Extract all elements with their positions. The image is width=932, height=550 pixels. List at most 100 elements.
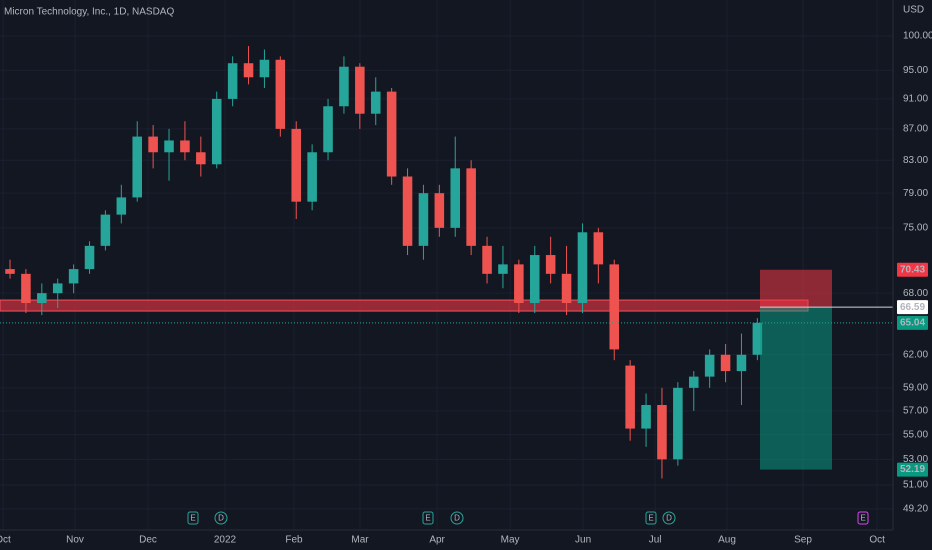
y-tick-label: 83.00	[903, 155, 928, 166]
y-tick-label: 91.00	[903, 94, 928, 105]
event-icon	[857, 511, 869, 525]
candle-body	[386, 91, 397, 177]
grid	[0, 0, 893, 530]
candle-body	[370, 91, 381, 114]
candle-body	[625, 365, 635, 429]
candle-body	[418, 193, 429, 246]
price-tag-label: 70.43	[900, 264, 925, 275]
candle-body	[736, 354, 747, 372]
event-icon	[422, 511, 434, 525]
candle-body	[291, 128, 302, 202]
candle-body	[482, 245, 492, 274]
event-icon	[450, 511, 464, 525]
chart-title: Micron Technology, Inc., 1D, NASDAQ	[4, 7, 174, 18]
candle-body	[37, 293, 47, 304]
price-tag	[897, 462, 928, 477]
event-icon	[187, 511, 199, 525]
candle-body	[5, 269, 15, 274]
candle-body	[259, 59, 270, 78]
event-label: E	[648, 514, 653, 523]
candle-body	[275, 59, 286, 129]
candle-body	[752, 322, 763, 355]
candle-body	[514, 264, 524, 304]
candle-body	[116, 197, 127, 215]
price-tag	[897, 262, 928, 277]
candle-body	[196, 152, 206, 165]
x-tick-label: Feb	[285, 535, 303, 546]
event-label: D	[454, 514, 460, 523]
candle-body	[402, 176, 413, 246]
price-tag	[897, 315, 928, 330]
candle-body	[211, 98, 222, 165]
candle-body	[673, 387, 683, 460]
price-tag	[897, 300, 928, 315]
currency: USD	[903, 5, 924, 16]
y-tick-label: 68.00	[903, 288, 928, 299]
y-tick-label: 79.00	[903, 188, 928, 199]
candle-body	[227, 63, 238, 99]
candle-body	[529, 255, 540, 304]
x-tick-label: Aug	[718, 535, 736, 546]
candle-body	[52, 283, 63, 294]
candle-body	[68, 269, 79, 284]
y-tick-label: 51.00	[903, 480, 928, 491]
candle-body	[323, 106, 333, 153]
candle-body	[577, 232, 588, 304]
zone	[0, 299, 809, 312]
event-icon	[662, 511, 676, 525]
y-tick-label: 100.00	[903, 31, 932, 42]
candle-body	[561, 273, 572, 304]
y-tick-label: 95.00	[903, 65, 928, 76]
x-tick-label: Mar	[351, 535, 369, 546]
event-label: E	[860, 514, 865, 523]
y-tick-label: 87.00	[903, 124, 928, 135]
y-tick-label: 53.00	[903, 454, 928, 465]
x-tick-label: Dec	[139, 535, 157, 546]
candle-body	[720, 354, 731, 372]
y-tick-label: 62.00	[903, 349, 928, 360]
candle-body	[148, 136, 158, 153]
price-tag-label: 65.04	[900, 317, 925, 328]
y-tick-label: 59.00	[903, 382, 928, 393]
y-tick-label: 49.20	[903, 504, 928, 515]
price-tag-label: 52.19	[900, 464, 925, 475]
candle-body	[498, 264, 508, 274]
x-tick-label: May	[501, 535, 520, 546]
stop-zone	[760, 269, 832, 308]
event-label: D	[666, 514, 672, 523]
x-tick-label: Oct	[869, 535, 885, 546]
y-tick-label: 75.00	[903, 222, 928, 233]
x-tick-label: Jun	[575, 535, 591, 546]
y-tick-label: 55.00	[903, 429, 928, 440]
candle-body	[704, 354, 715, 377]
x-tick-label: Nov	[66, 535, 84, 546]
candle-body	[657, 404, 667, 460]
candle-body	[609, 264, 620, 350]
plot	[0, 46, 893, 479]
candle-body	[641, 404, 651, 429]
candle-body	[243, 63, 254, 78]
event-label: D	[218, 514, 224, 523]
candle-body	[84, 245, 95, 270]
candle-body	[466, 168, 476, 246]
candle-body	[434, 193, 445, 228]
target-zone	[760, 307, 832, 470]
axes: 100.00 95.00 91.00 87.00 83.00 79.00 75.00 68.0…	[0, 31, 932, 546]
y-tick-label: 57.00	[903, 405, 928, 416]
x-tick-label: Jul	[649, 535, 662, 546]
price-tag-label: 66.59	[900, 302, 925, 313]
candle-body	[307, 152, 317, 202]
candle-body	[688, 376, 699, 388]
candle-body	[545, 255, 556, 274]
x-tick-label: Oct	[0, 535, 11, 546]
candle-body	[132, 136, 142, 198]
x-tick-label: 2022	[214, 535, 237, 546]
candle-body	[339, 66, 349, 107]
event-label: E	[190, 514, 195, 523]
candle-body	[21, 273, 31, 304]
event-icon	[214, 511, 228, 525]
event-icon	[645, 511, 657, 525]
candle-body	[100, 214, 111, 246]
candle-body	[164, 140, 174, 153]
